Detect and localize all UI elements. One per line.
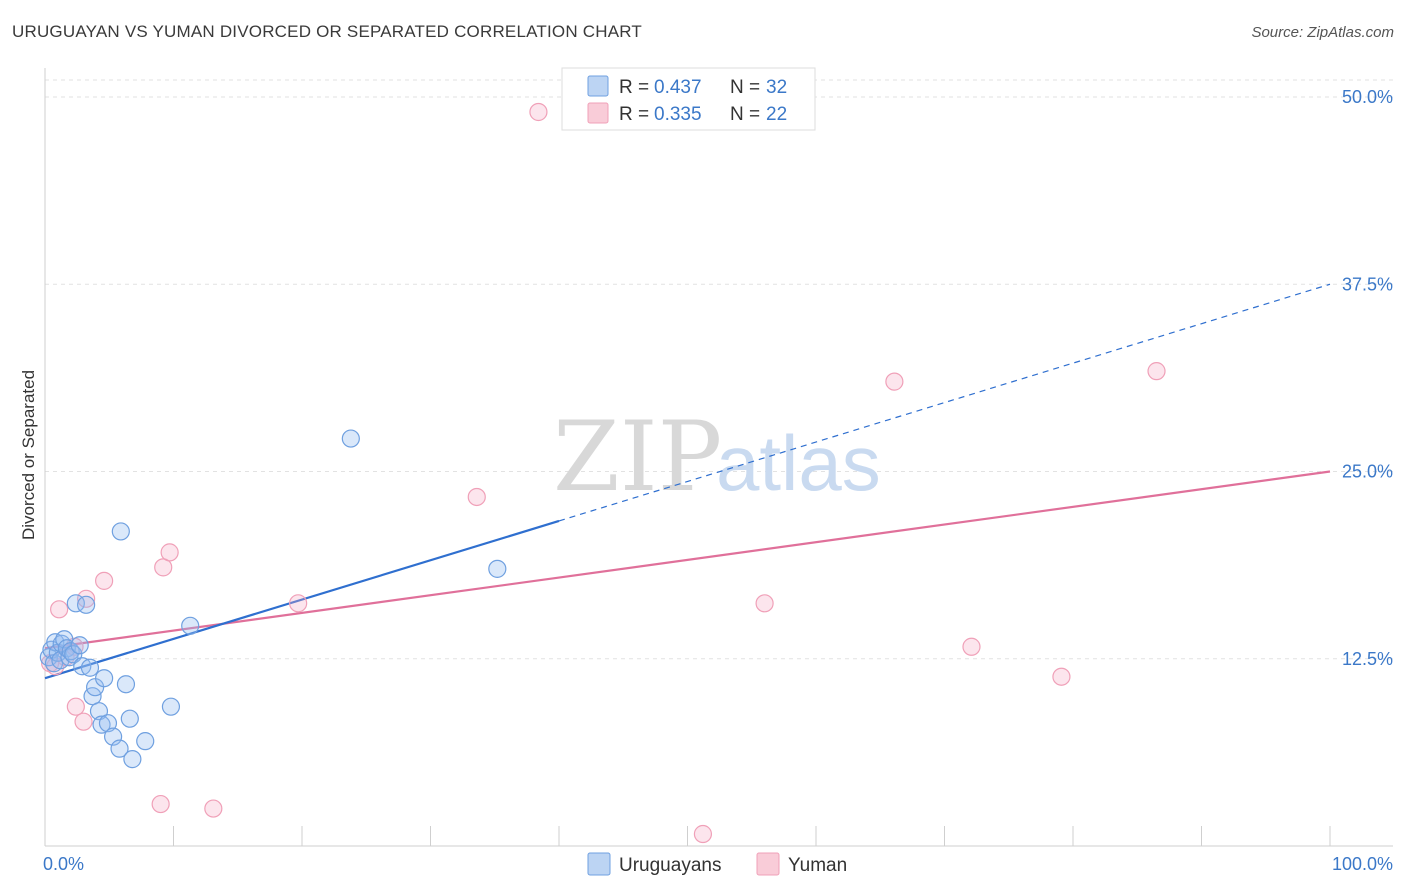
trend-line-yuman (44, 470, 1331, 650)
y-tick-label-0: 12.5% (1342, 649, 1393, 669)
point-yuman-7 (77, 589, 96, 608)
trend-line-uruguayans (44, 519, 560, 680)
bottom-legend-label-yuman: Yuman (788, 855, 847, 876)
point-yuman-5 (66, 697, 85, 716)
point-yuman-17 (755, 594, 774, 613)
bottom-legend-label-uruguayans: Uruguayans (619, 855, 721, 876)
bottom-legend-swatch-uruguayans (587, 852, 611, 876)
watermark-zip: ZIP (553, 401, 722, 513)
legend-r-label-2: R = (619, 104, 649, 125)
y-axis-title: Divorced or Separated (19, 370, 38, 540)
watermark-atlas: atlas (716, 419, 881, 507)
point-uruguayans-22 (98, 714, 118, 733)
point-yuman-16 (693, 824, 713, 844)
point-yuman-18 (885, 372, 904, 391)
data-points (39, 102, 1166, 844)
point-uruguayans-32 (488, 559, 507, 578)
point-yuman-13 (289, 594, 308, 613)
point-uruguayans-33 (111, 522, 130, 541)
bottom-legend-swatch-yuman (756, 852, 780, 876)
point-uruguayans-27 (123, 750, 142, 769)
point-uruguayans-26 (120, 709, 139, 728)
point-uruguayans-30 (181, 616, 200, 635)
y-tick-label-2: 37.5% (1342, 274, 1393, 294)
legend-r-value-1: 0.437 (654, 77, 702, 98)
chart-title: URUGUAYAN VS YUMAN DIVORCED OR SEPARATED… (12, 22, 642, 41)
axes (44, 68, 1393, 847)
point-uruguayans-10 (61, 642, 80, 661)
point-yuman-6 (74, 712, 93, 731)
point-yuman-8 (95, 571, 114, 590)
point-yuman-12 (204, 799, 223, 818)
y-tick-label-3: 50.0% (1342, 87, 1393, 107)
point-uruguayans-28 (136, 732, 155, 751)
legend: R = 0.437 N = 32 R = 0.335 N = 22 (561, 67, 816, 131)
legend-swatch-uruguayans (587, 75, 609, 97)
legend-n-label-1: N = (730, 77, 760, 98)
trend-line-uruguayans-extension (558, 283, 1331, 522)
legend-n-label-2: N = (730, 104, 760, 125)
point-uruguayans-29 (161, 697, 181, 716)
point-uruguayans-25 (116, 675, 136, 694)
point-uruguayans-15 (77, 595, 96, 614)
trend-lines (44, 283, 1331, 680)
legend-swatch-yuman (587, 102, 609, 124)
point-yuman-2 (50, 600, 69, 619)
point-yuman-14 (467, 487, 486, 507)
legend-r-value-2: 0.335 (654, 104, 702, 125)
y-tick-label-1: 25.0% (1342, 462, 1393, 482)
y-tick-labels: 12.5% 25.0% 37.5% 50.0% (1342, 87, 1393, 669)
point-uruguayans-13 (70, 636, 89, 655)
bottom-legend: Uruguayans Yuman (587, 852, 847, 876)
legend-n-value-1: 32 (766, 77, 787, 98)
source-label: Source: ZipAtlas.com (1251, 24, 1394, 41)
x-tick-labels: 0.0% 100.0% (43, 854, 1393, 874)
point-uruguayans-16 (80, 658, 100, 677)
point-uruguayans-21 (95, 669, 114, 688)
point-yuman-9 (154, 558, 173, 577)
point-yuman-20 (1052, 667, 1071, 686)
point-uruguayans-24 (110, 739, 129, 758)
point-uruguayans-20 (92, 715, 111, 734)
point-uruguayans-14 (73, 657, 92, 676)
point-yuman-15 (529, 102, 548, 122)
grid-lines (45, 79, 1393, 660)
point-uruguayans-0 (39, 648, 58, 667)
point-yuman-21 (1147, 362, 1166, 381)
legend-r-label-1: R = (619, 77, 649, 98)
x-tick-label-0: 0.0% (43, 854, 84, 874)
x-tick-label-1: 100.0% (1332, 854, 1393, 874)
point-yuman-11 (151, 794, 170, 814)
watermark: ZIP atlas (553, 401, 881, 513)
point-uruguayans-31 (341, 429, 360, 448)
point-yuman-19 (962, 637, 981, 656)
point-yuman-10 (160, 543, 179, 562)
legend-n-value-2: 22 (766, 104, 787, 125)
